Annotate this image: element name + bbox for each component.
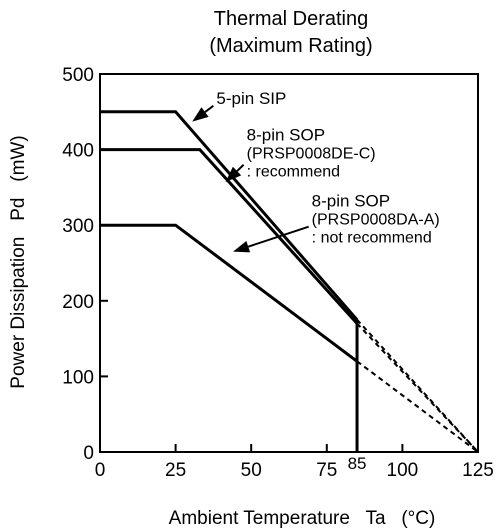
series-label-3-line-3: : not recommend — [312, 229, 432, 246]
series-extrapolation-3 — [356, 360, 479, 453]
series-label-1-line-1: 5-pin SIP — [216, 89, 286, 108]
series-lines — [100, 110, 479, 453]
series-label-2-line-3: : recommend — [247, 164, 340, 181]
series-extrapolation-2 — [356, 322, 479, 453]
y-tick-label: 400 — [62, 141, 94, 162]
series-arrow-shaft-3 — [247, 225, 309, 248]
y-tick-label: 200 — [62, 292, 94, 313]
chart-title: Thermal Derating — [214, 8, 369, 30]
series-line-2 — [100, 148, 359, 325]
y-tick-label: 100 — [62, 367, 94, 388]
series-label-2-line-2: (PRSP0008DE-C) — [247, 146, 376, 163]
x-tick-label: 75 — [316, 460, 337, 481]
x-tick-label: 100 — [387, 460, 419, 481]
series-label-3-line-1: 8-pin SOP — [312, 191, 390, 210]
series-arrow-shaft-2 — [236, 163, 245, 172]
x-tick-label: 125 — [462, 460, 494, 481]
series-line-3 — [100, 223, 358, 363]
x-tick-label: 25 — [165, 460, 186, 481]
y-tick-label: 500 — [62, 65, 94, 86]
y-tick-label: 0 — [83, 443, 94, 464]
series-extrapolation-1 — [356, 319, 479, 453]
series-line-1 — [100, 110, 359, 321]
series-arrow-head-2 — [225, 166, 242, 183]
plot-frame — [99, 73, 479, 453]
series-arrow-shaft-1 — [204, 104, 214, 113]
chart-subtitle: (Maximum Rating) — [209, 35, 372, 57]
x-tick-label: 0 — [95, 460, 106, 481]
series-arrow-head-3 — [233, 240, 251, 253]
series-arrow-head-1 — [192, 107, 209, 122]
y-axis-label: Power Dissipation Pd (mW) — [8, 135, 29, 388]
series-label-3-line-2: (PRSP0008DA-A) — [312, 211, 440, 228]
x-tick-label: 50 — [241, 460, 262, 481]
series-label-2-line-1: 8-pin SOP — [247, 126, 325, 145]
y-tick-label: 300 — [62, 216, 94, 237]
x-axis-label: Ambient Temperature Ta (°C) — [169, 508, 436, 529]
x-tick-label-85: 85 — [348, 454, 367, 473]
